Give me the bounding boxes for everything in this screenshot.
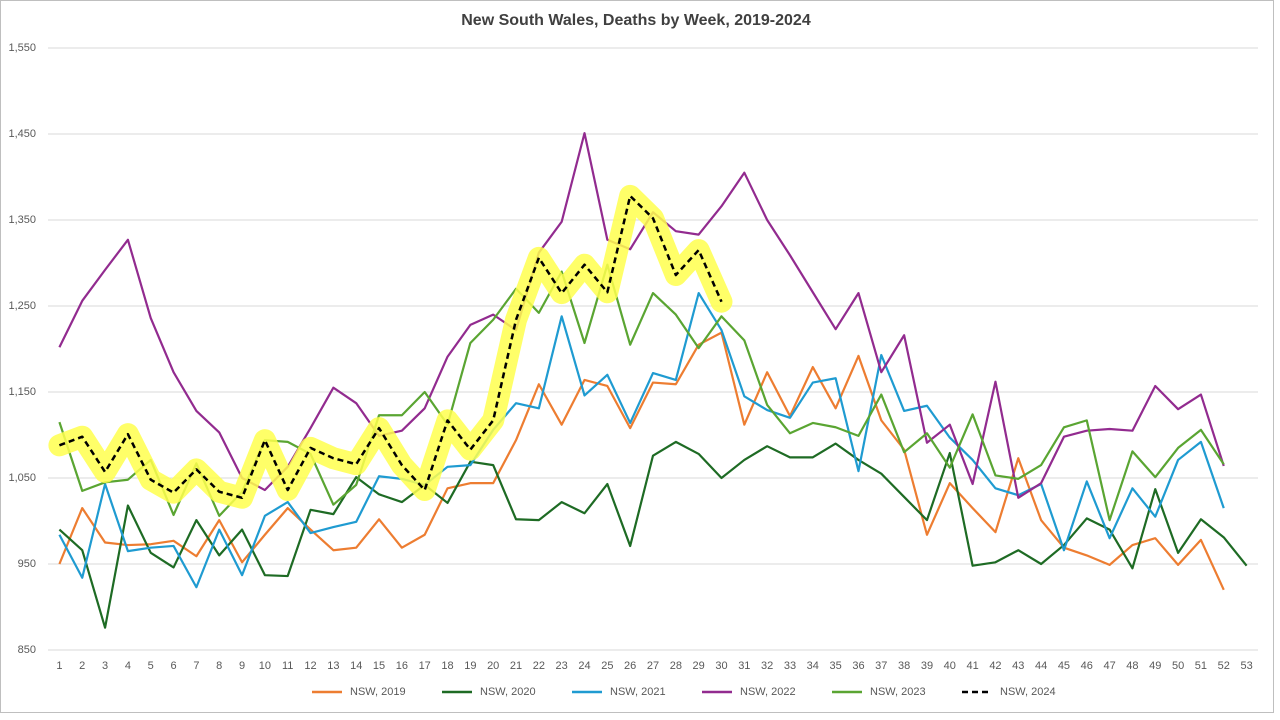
x-tick-label: 26	[624, 660, 636, 672]
x-tick-label: 6	[171, 660, 177, 672]
x-tick-label: 14	[350, 660, 362, 672]
series-line	[58, 194, 723, 500]
x-tick-label: 19	[464, 660, 476, 672]
x-tick-label: 36	[852, 660, 864, 672]
x-tick-label: 27	[647, 660, 659, 672]
x-tick-label: 24	[578, 660, 590, 672]
y-tick-label: 1,450	[8, 128, 36, 140]
y-tick-label: 1,550	[8, 42, 36, 54]
x-tick-label: 48	[1126, 660, 1138, 672]
x-tick-label: 20	[487, 660, 499, 672]
x-tick-label: 51	[1195, 660, 1207, 672]
x-tick-label: 16	[396, 660, 408, 672]
x-tick-label: 29	[693, 660, 705, 672]
legend-label: NSW, 2023	[870, 686, 926, 698]
legend-label: NSW, 2022	[740, 686, 796, 698]
x-tick-label: 47	[1103, 660, 1115, 672]
x-tick-label: 49	[1149, 660, 1161, 672]
x-tick-label: 21	[510, 660, 522, 672]
y-tick-label: 1,350	[8, 214, 36, 226]
x-tick-label: 42	[989, 660, 1001, 672]
x-tick-label: 45	[1058, 660, 1070, 672]
x-tick-label: 31	[738, 660, 750, 672]
y-tick-label: 950	[18, 558, 36, 570]
x-tick-label: 12	[304, 660, 316, 672]
chart-title: New South Wales, Deaths by Week, 2019-20…	[461, 12, 811, 29]
x-tick-label: 4	[125, 660, 131, 672]
x-tick-label: 10	[259, 660, 271, 672]
x-tick-label: 3	[102, 660, 108, 672]
x-tick-label: 11	[282, 660, 293, 672]
x-tick-label: 30	[715, 660, 727, 672]
x-tick-label: 22	[533, 660, 545, 672]
x-tick-label: 13	[327, 660, 339, 672]
x-tick-label: 35	[830, 660, 842, 672]
x-tick-label: 53	[1240, 660, 1252, 672]
x-tick-label: 7	[193, 660, 199, 672]
x-tick-label: 2	[79, 660, 85, 672]
x-tick-label: 40	[944, 660, 956, 672]
x-tick-label: 1	[56, 660, 62, 672]
legend-label: NSW, 2024	[1000, 686, 1056, 698]
x-tick-label: 37	[875, 660, 887, 672]
x-tick-label: 50	[1172, 660, 1184, 672]
x-tick-label: 23	[556, 660, 568, 672]
x-tick-label: 17	[419, 660, 431, 672]
legend-label: NSW, 2020	[480, 686, 536, 698]
y-tick-label: 1,050	[8, 472, 36, 484]
y-tick-label: 1,250	[8, 300, 36, 312]
x-tick-label: 52	[1218, 660, 1230, 672]
x-tick-label: 34	[807, 660, 819, 672]
x-tick-label: 28	[670, 660, 682, 672]
x-tick-label: 18	[441, 660, 453, 672]
x-tick-label: 41	[966, 660, 978, 672]
x-tick-label: 8	[216, 660, 222, 672]
x-tick-label: 43	[1012, 660, 1024, 672]
x-tick-label: 33	[784, 660, 796, 672]
legend-label: NSW, 2021	[610, 686, 666, 698]
series-line	[58, 440, 1248, 629]
x-tick-label: 38	[898, 660, 910, 672]
x-tick-label: 25	[601, 660, 613, 672]
x-tick-label: 5	[148, 660, 154, 672]
y-tick-label: 850	[18, 644, 36, 656]
legend-label: NSW, 2019	[350, 686, 406, 698]
x-tick-label: 44	[1035, 660, 1047, 672]
x-tick-label: 9	[239, 660, 245, 672]
y-tick-label: 1,150	[8, 386, 36, 398]
x-tick-label: 39	[921, 660, 933, 672]
x-tick-label: 46	[1081, 660, 1093, 672]
x-tick-label: 15	[373, 660, 385, 672]
x-tick-label: 32	[761, 660, 773, 672]
